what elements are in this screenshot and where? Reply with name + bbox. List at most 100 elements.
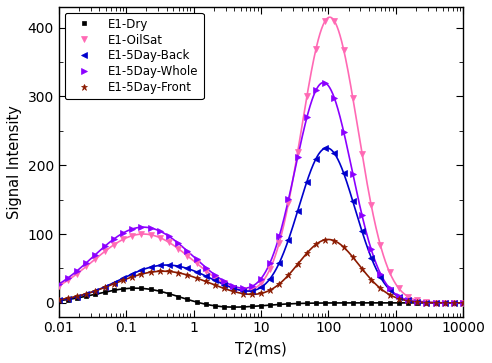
E1-5Day-Front — [377, 286, 383, 290]
E1-OilSat — [249, 287, 255, 292]
E1-5Day-Back — [203, 274, 209, 278]
E1-Dry — [340, 301, 346, 305]
E1-OilSat — [332, 19, 338, 23]
E1-5Day-Whole — [295, 155, 301, 159]
E1-Dry — [442, 301, 448, 305]
E1-5Day-Whole — [157, 229, 163, 233]
E1-Dry — [157, 289, 163, 293]
E1-OilSat — [92, 257, 98, 261]
E1-5Day-Front — [267, 288, 273, 292]
E1-5Day-Whole — [129, 227, 135, 231]
E1-OilSat — [184, 254, 190, 258]
E1-OilSat — [129, 233, 135, 238]
E1-5Day-Whole — [267, 260, 273, 265]
E1-5Day-Back — [451, 301, 457, 305]
E1-5Day-Back — [432, 301, 438, 305]
E1-5Day-Front — [313, 242, 319, 246]
E1-5Day-Back — [56, 298, 62, 302]
Line: E1-OilSat: E1-OilSat — [55, 17, 466, 306]
E1-OilSat — [240, 288, 246, 293]
E1-OilSat — [295, 150, 301, 154]
E1-Dry — [304, 301, 310, 305]
E1-5Day-Back — [175, 264, 181, 268]
E1-OilSat — [175, 246, 181, 251]
E1-OilSat — [194, 261, 200, 266]
E1-5Day-Whole — [230, 284, 236, 288]
E1-5Day-Whole — [166, 234, 172, 238]
E1-5Day-Back — [166, 263, 172, 267]
E1-5Day-Front — [203, 279, 209, 284]
E1-5Day-Back — [65, 297, 71, 301]
E1-5Day-Front — [83, 291, 89, 296]
E1-5Day-Front — [148, 270, 154, 274]
E1-5Day-Front — [111, 282, 117, 286]
E1-Dry — [102, 290, 108, 294]
E1-OilSat — [350, 96, 356, 100]
E1-5Day-Whole — [414, 300, 420, 304]
E1-5Day-Whole — [212, 273, 218, 277]
E1-5Day-Front — [120, 278, 126, 282]
E1-5Day-Whole — [368, 247, 374, 252]
E1-Dry — [166, 291, 172, 296]
E1-5Day-Back — [340, 171, 346, 175]
E1-OilSat — [120, 237, 126, 241]
E1-5Day-Whole — [258, 277, 264, 281]
E1-OilSat — [203, 269, 209, 273]
E1-5Day-Back — [240, 289, 246, 293]
E1-5Day-Whole — [424, 301, 430, 305]
E1-OilSat — [432, 301, 438, 305]
E1-5Day-Whole — [460, 301, 466, 305]
Legend: E1-Dry, E1-OilSat, E1-5Day-Back, E1-5Day-Whole, E1-5Day-Front: E1-Dry, E1-OilSat, E1-5Day-Back, E1-5Day… — [64, 13, 204, 99]
E1-Dry — [414, 301, 420, 305]
E1-5Day-Whole — [92, 252, 98, 257]
E1-5Day-Front — [322, 238, 328, 242]
E1-OilSat — [139, 232, 145, 236]
E1-Dry — [332, 301, 338, 305]
E1-5Day-Back — [396, 295, 402, 299]
E1-5Day-Back — [148, 265, 154, 269]
E1-5Day-Back — [304, 179, 310, 184]
E1-5Day-Whole — [277, 234, 282, 238]
E1-5Day-Back — [442, 301, 448, 305]
E1-5Day-Front — [350, 255, 356, 259]
E1-5Day-Front — [424, 300, 430, 305]
E1-Dry — [120, 287, 126, 291]
E1-Dry — [74, 296, 80, 300]
E1-5Day-Back — [332, 151, 338, 156]
E1-5Day-Back — [139, 268, 145, 272]
E1-Dry — [322, 301, 328, 305]
E1-Dry — [56, 298, 62, 303]
E1-5Day-Front — [56, 298, 62, 302]
E1-5Day-Front — [387, 293, 393, 297]
E1-5Day-Front — [175, 270, 181, 275]
E1-5Day-Front — [129, 275, 135, 279]
E1-5Day-Whole — [387, 286, 393, 290]
E1-5Day-Whole — [396, 294, 402, 299]
E1-5Day-Whole — [432, 301, 438, 305]
E1-OilSat — [359, 152, 365, 156]
E1-5Day-Front — [157, 269, 163, 273]
E1-5Day-Back — [120, 276, 126, 280]
E1-OilSat — [377, 243, 383, 248]
E1-5Day-Back — [285, 237, 291, 242]
E1-Dry — [313, 301, 319, 305]
E1-Dry — [175, 294, 181, 299]
E1-OilSat — [212, 276, 218, 280]
E1-5Day-Back — [387, 287, 393, 292]
E1-5Day-Back — [405, 298, 411, 302]
E1-Dry — [65, 297, 71, 302]
E1-Dry — [203, 302, 209, 306]
E1-Dry — [285, 302, 291, 306]
E1-Dry — [368, 301, 374, 305]
E1-5Day-Front — [184, 273, 190, 277]
E1-5Day-Back — [129, 272, 135, 276]
E1-OilSat — [405, 294, 411, 299]
E1-Dry — [249, 304, 255, 309]
E1-5Day-Back — [230, 286, 236, 290]
E1-5Day-Front — [166, 269, 172, 274]
E1-Dry — [111, 288, 117, 293]
E1-OilSat — [322, 19, 328, 23]
E1-Dry — [240, 305, 246, 309]
E1-5Day-Back — [258, 285, 264, 290]
E1-Dry — [359, 301, 365, 305]
